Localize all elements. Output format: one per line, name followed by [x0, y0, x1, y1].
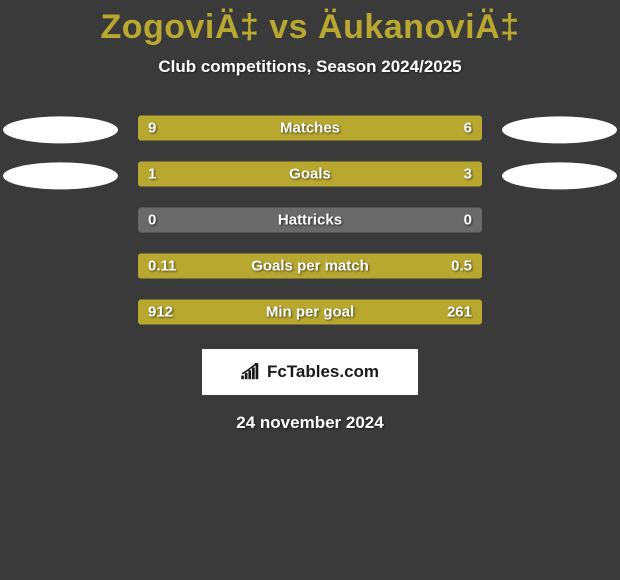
metric-label: Goals per match [0, 258, 620, 275]
page-title: ZogoviÄ‡ vs ÄukanoviÄ‡ [0, 0, 620, 47]
stat-row: 00Hattricks [0, 197, 620, 243]
comparison-chart: 96Matches13Goals00Hattricks0.110.5Goals … [0, 105, 620, 335]
metric-label: Goals [0, 166, 620, 183]
stat-row: 912261Min per goal [0, 289, 620, 335]
metric-label: Hattricks [0, 212, 620, 229]
metric-label: Matches [0, 120, 620, 137]
stat-row: 13Goals [0, 151, 620, 197]
stat-row: 96Matches [0, 105, 620, 151]
logo-text: FcTables.com [267, 362, 379, 382]
metric-label: Min per goal [0, 304, 620, 321]
bar-chart-icon [241, 363, 263, 381]
date-label: 24 november 2024 [0, 413, 620, 433]
site-logo[interactable]: FcTables.com [202, 349, 418, 395]
stat-row: 0.110.5Goals per match [0, 243, 620, 289]
subtitle: Club competitions, Season 2024/2025 [0, 57, 620, 77]
